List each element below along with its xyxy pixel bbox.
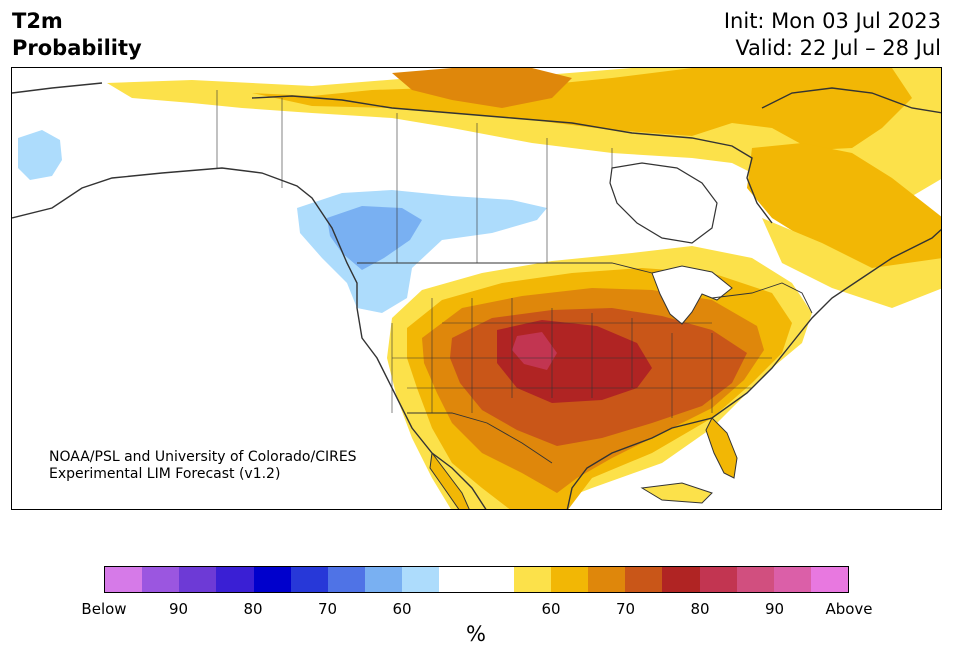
canada-north-orange-region: [392, 68, 572, 108]
colorbar-unit: %: [466, 622, 486, 646]
credit-line-1: NOAA/PSL and University of Colorado/CIRE…: [49, 449, 357, 465]
cuba: [640, 482, 713, 504]
colorbar-tick-label: 60: [392, 600, 412, 618]
valid-date: Valid: 22 Jul – 28 Jul: [735, 36, 941, 60]
map-graphic: [12, 68, 941, 509]
colorbar-cell: [327, 567, 366, 592]
great-lakes: [651, 265, 733, 325]
colorbar-cell: [216, 567, 254, 592]
credit-line-2: Experimental LIM Forecast (v1.2): [49, 466, 281, 482]
coastline: [12, 82, 941, 509]
state-borders: [391, 298, 772, 418]
canada-east-yellow-region: [747, 143, 941, 268]
colorbar-ticks: Below 90 80 70 60 60 70 80 90 Above: [81, 600, 872, 618]
colorbar-cell: [142, 567, 180, 592]
colorbar: [104, 566, 849, 593]
us-canada-border: [357, 262, 813, 314]
credit-text: NOAA/PSL and University of Colorado/CIRE…: [49, 449, 357, 483]
colorbar-cell: [699, 567, 737, 592]
map-panel[interactable]: [11, 67, 942, 510]
colorbar-cell: [625, 567, 663, 592]
init-date: Init: Mon 03 Jul 2023: [723, 9, 941, 33]
variable-subtitle: Probability: [12, 36, 142, 60]
us-pink-region: [512, 332, 557, 370]
colorbar-cell: [179, 567, 217, 592]
colorbar-tick-label: Below: [81, 600, 127, 618]
colorbar-tick-label: 70: [317, 600, 338, 618]
colorbar-cell: [588, 567, 626, 592]
florida: [705, 417, 738, 479]
forecast-dates: Init: Mon 03 Jul 2023 Valid: 22 Jul – 28…: [724, 8, 941, 62]
variable-name: T2m: [12, 9, 63, 33]
alaska-blue-region: [18, 130, 62, 180]
colorbar-cell: [736, 567, 774, 592]
colorbar-tick-label: 90: [764, 600, 785, 618]
hudson-bay: [609, 162, 718, 244]
colorbar-cell: [476, 567, 514, 592]
colorbar-tick-label: 90: [168, 600, 189, 618]
colorbar-cell: [439, 567, 477, 592]
colorbar-cell: [662, 567, 700, 592]
colorbar-cell: [365, 567, 403, 592]
colorbar-cell: [513, 567, 551, 592]
colorbar-tick-label: 80: [690, 600, 710, 618]
colorbar-cell: [550, 567, 589, 592]
colorbar-tick-label: 60: [541, 600, 561, 618]
province-borders: [216, 90, 613, 263]
colorbar-cell: [810, 567, 849, 592]
canada-east-light-yellow-region: [762, 218, 941, 308]
colorbar-cell: [773, 567, 811, 592]
colorbar-tick-label: Above: [825, 600, 873, 618]
colorbar-cell: [253, 567, 291, 592]
colorbar-cell: [290, 567, 328, 592]
colorbar-tick-label: 70: [615, 600, 636, 618]
colorbar-cell: [105, 567, 143, 592]
northwest-blue-region: [327, 206, 422, 270]
baja-california: [429, 451, 470, 509]
variable-title: T2m Probability: [12, 8, 142, 62]
us-mexico-border: [407, 412, 553, 464]
colorbar-cell: [402, 567, 440, 592]
colorbar-tick-label: 80: [243, 600, 263, 618]
